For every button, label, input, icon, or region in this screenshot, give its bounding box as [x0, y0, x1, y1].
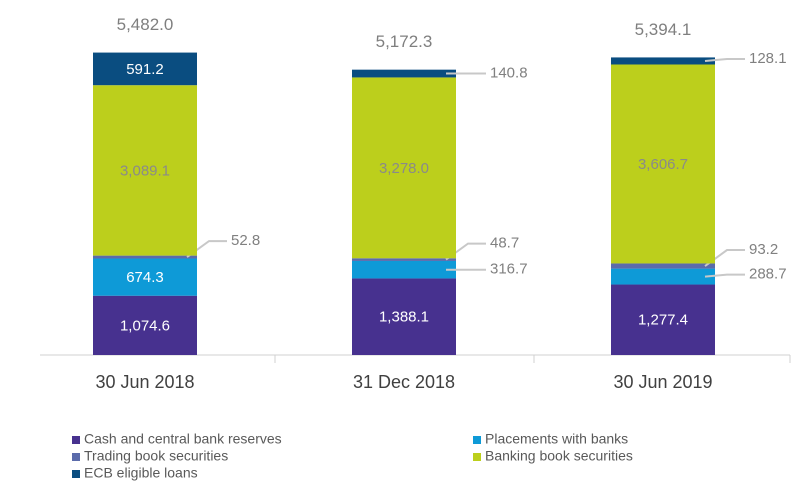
- bar-segment: [611, 284, 715, 355]
- legend-label: Placements with banks: [485, 431, 628, 447]
- data-label: 3,606.7: [638, 156, 688, 173]
- data-label: 140.8: [490, 65, 528, 82]
- bar-segment: [611, 268, 715, 285]
- data-label: 316.7: [490, 261, 528, 278]
- bar-segment: [611, 64, 715, 264]
- legend-label: ECB eligible loans: [84, 465, 198, 481]
- bar-segment: [352, 258, 456, 261]
- bar-segment: [611, 263, 715, 269]
- data-label: 93.2: [749, 241, 778, 258]
- data-label: 48.7: [490, 235, 519, 252]
- data-label: 52.8: [231, 232, 260, 249]
- bar-segment: [352, 260, 456, 279]
- legend-swatch: [473, 436, 481, 444]
- bar-segment: [93, 52, 197, 86]
- x-tick-label: 30 Jun 2018: [95, 372, 194, 392]
- leader-line: [704, 273, 745, 278]
- total-label: 5,394.1: [635, 20, 692, 39]
- legend-swatch: [473, 453, 481, 461]
- legend-label: Banking book securities: [485, 448, 633, 464]
- x-tick-label: 30 Jun 2019: [613, 372, 712, 392]
- legend-swatch: [72, 436, 80, 444]
- data-label: 674.3: [126, 269, 164, 286]
- data-label: 3,089.1: [120, 162, 170, 179]
- total-label: 5,482.0: [117, 15, 174, 34]
- bar-segment: [352, 77, 456, 259]
- data-label: 3,278.0: [379, 160, 429, 177]
- bar-segment: [93, 85, 197, 256]
- legend-label: Trading book securities: [84, 448, 228, 464]
- leader-line: [704, 57, 745, 62]
- bar-segment: [93, 258, 197, 296]
- legend-label: Cash and central bank reserves: [84, 431, 282, 447]
- total-label: 5,172.3: [376, 32, 433, 51]
- data-label: 1,388.1: [379, 309, 429, 326]
- bar-segment: [93, 295, 197, 355]
- bar-segment: [93, 255, 197, 259]
- data-label: 591.2: [126, 61, 164, 78]
- x-tick-label: 31 Dec 2018: [353, 372, 455, 392]
- data-label: 1,277.4: [638, 312, 688, 329]
- bar-segment: [611, 57, 715, 65]
- data-label: 128.1: [749, 50, 787, 67]
- legend-swatch: [72, 470, 80, 478]
- legend-swatch: [72, 453, 80, 461]
- bar-segment: [352, 278, 456, 355]
- bar-segment: [352, 69, 456, 78]
- data-label: 288.7: [749, 266, 787, 283]
- data-label: 1,074.6: [120, 317, 170, 334]
